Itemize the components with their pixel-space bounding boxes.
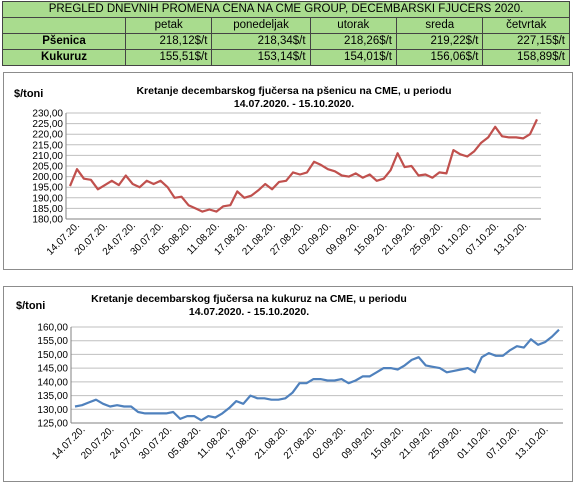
price-cell: 227,15$/t [482, 33, 570, 50]
price-summary-table: PREGLED DNEVNIH PROMENA CENA NA CME GROU… [2, 1, 570, 66]
table-title: PREGLED DNEVNIH PROMENA CENA NA CME GROU… [2, 1, 570, 18]
y-tick-label: 150,00 [37, 350, 68, 361]
day-header: utorak [309, 17, 398, 34]
wheat-chart: $/toni Kretanje decembarskog fjučersa na… [14, 85, 541, 258]
y-tick-label: 200,00 [32, 172, 63, 183]
table-row-corn: Kukuruz 155,51$/t 153,14$/t 154,01$/t 15… [2, 49, 570, 66]
chart-ylabel: $/toni [16, 300, 45, 312]
y-tick-label: 195,00 [32, 183, 63, 194]
price-cell: 218,12$/t [124, 33, 213, 50]
table-corner-cell [2, 17, 126, 34]
price-cell: 158,89$/t [482, 49, 570, 66]
y-tick-label: 135,00 [37, 391, 68, 402]
y-tick-label: 210,00 [32, 151, 63, 162]
axes [65, 113, 541, 220]
price-cell: 219,22$/t [396, 33, 484, 50]
axes [70, 327, 563, 424]
price-cell: 154,01$/t [309, 49, 398, 66]
price-cell: 153,14$/t [211, 49, 311, 66]
series [74, 328, 560, 422]
chart-title: Kretanje decembarskog fjučersa na pšenic… [136, 85, 451, 97]
y-tick-label: 125,00 [37, 419, 68, 430]
wheat-chart-panel: $/toni Kretanje decembarskog fjučersa na… [3, 72, 573, 270]
price-cell: 156,06$/t [396, 49, 484, 66]
chart-ylabel: $/toni [14, 88, 43, 100]
chart-title: Kretanje decembarskog fjučersa na kukuru… [91, 293, 407, 305]
row-label-wheat: Pšenica [2, 33, 126, 50]
y-tick-label: 225,00 [32, 119, 63, 130]
gridlines [71, 326, 563, 424]
day-header: ponedeljak [211, 17, 311, 34]
row-label-corn: Kukuruz [2, 49, 126, 66]
y-tick-label: 185,00 [32, 204, 63, 215]
gridlines [66, 112, 541, 220]
y-tick-label: 190,00 [32, 193, 63, 204]
y-tick-label: 130,00 [37, 405, 68, 416]
y-tick-label: 215,00 [32, 140, 63, 151]
y-tick-label: 140,00 [37, 377, 68, 388]
corn-chart-panel: $/toni Kretanje decembarskog fjučersa na… [3, 286, 573, 482]
series [68, 118, 538, 213]
y-tick-label: 180,00 [32, 215, 63, 226]
y-tick-label: 230,00 [32, 109, 63, 120]
y-tick-label: 220,00 [32, 130, 63, 141]
day-header: sreda [396, 17, 484, 34]
price-cell: 155,51$/t [124, 49, 213, 66]
day-header: petak [124, 17, 213, 34]
table-header-row: petak ponedeljak utorak sreda četvrtak [2, 17, 570, 34]
price-cell: 218,26$/t [309, 33, 398, 50]
x-axis-ticks: 14.07.20.20.07.20.24.07.20.30.07.20.05.0… [50, 424, 550, 461]
y-tick-label: 205,00 [32, 162, 63, 173]
y-tick-label: 155,00 [37, 336, 68, 347]
y-axis-ticks: 125,00 130,00 135,00 140,00 145,00 150,00 155,… [37, 323, 68, 430]
chart-subtitle: 14.07.2020. - 15.10.2020. [189, 306, 309, 318]
y-tick-label: 145,00 [37, 364, 68, 375]
y-axis-ticks: 180,00185,00190,00195,00200,00205,00210,… [32, 109, 63, 226]
price-cell: 218,34$/t [211, 33, 311, 50]
table-row-wheat: Pšenica 218,12$/t 218,34$/t 218,26$/t 21… [2, 33, 570, 50]
corn-chart: $/toni Kretanje decembarskog fjučersa na… [16, 293, 563, 462]
x-axis-ticks: 14.07.20.20.07.20.24.07.20.30.07.20.05.0… [45, 220, 529, 257]
y-tick-label: 160,00 [37, 323, 68, 334]
series-line [68, 118, 538, 213]
day-header: četvrtak [482, 17, 570, 34]
chart-subtitle: 14.07.2020. - 15.10.2020. [234, 98, 354, 110]
series-line [74, 328, 560, 422]
